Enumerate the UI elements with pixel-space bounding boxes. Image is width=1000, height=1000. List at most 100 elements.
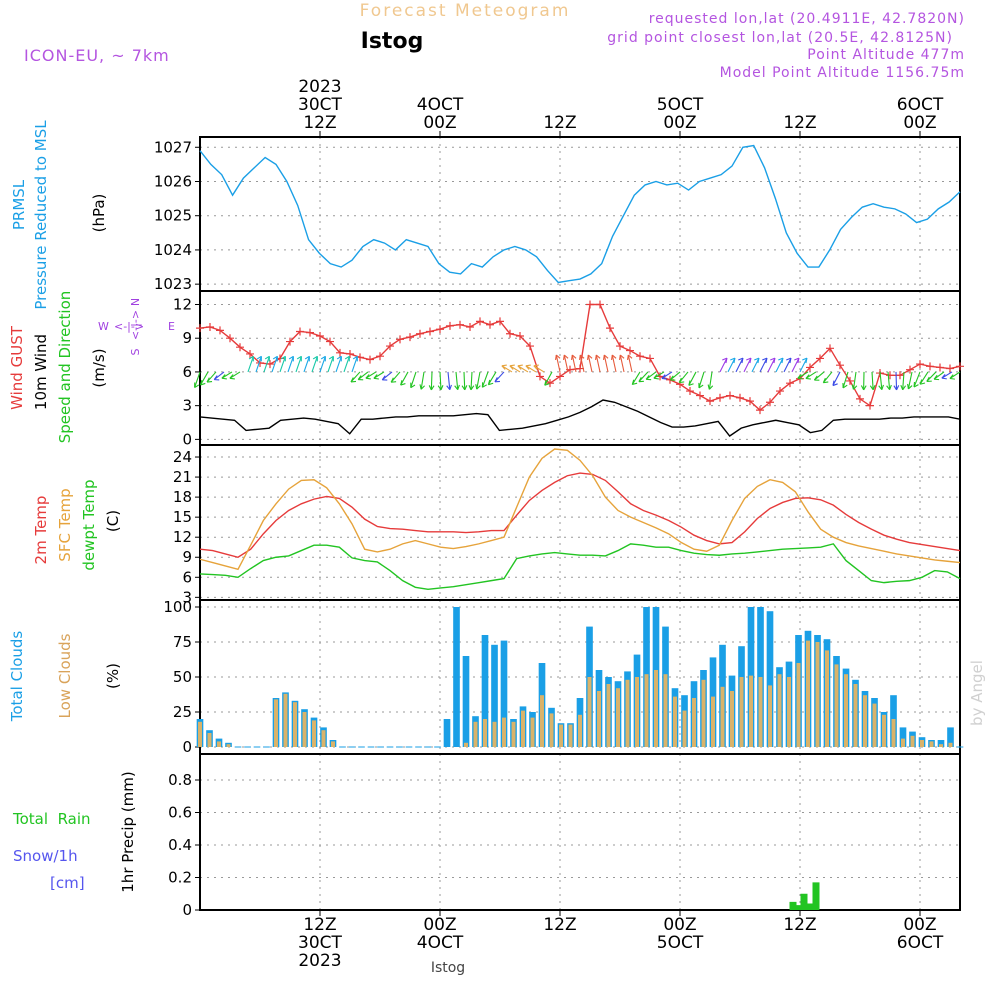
wind-arrow-head xyxy=(631,379,638,386)
wind-arrow-head xyxy=(661,374,667,380)
wind-arrow xyxy=(902,371,905,390)
bar-low-clouds xyxy=(654,670,658,747)
gust-point xyxy=(916,360,924,369)
gust-point xyxy=(486,320,494,329)
label-sfc-temp: SFC Temp xyxy=(56,488,74,561)
bar-low-clouds xyxy=(939,744,943,747)
compass-n: N xyxy=(129,298,142,306)
wind-arrow xyxy=(653,371,665,379)
bar-low-clouds xyxy=(834,664,839,747)
bottom-tick-date: 30CT xyxy=(298,933,343,953)
bar-total-clouds xyxy=(462,656,470,747)
wind-arrow xyxy=(430,371,433,390)
wind-arrow xyxy=(627,354,633,373)
bar-low-clouds xyxy=(597,691,601,747)
wind-arrow xyxy=(319,356,326,373)
gust-point xyxy=(216,326,224,335)
wind-arrow xyxy=(213,371,225,381)
bar-low-clouds xyxy=(578,714,582,747)
wind-arrow xyxy=(638,371,649,383)
bar-low-clouds xyxy=(217,741,221,747)
top-tick-date: 30CT xyxy=(298,95,343,115)
wind-arrow-head xyxy=(400,380,406,386)
bar-low-clouds xyxy=(321,730,326,747)
wind-arrow xyxy=(595,354,601,373)
bar-low-clouds xyxy=(758,677,763,747)
gust-point xyxy=(336,348,344,357)
wind-arrow xyxy=(735,357,744,373)
wind-arrow-head xyxy=(822,377,829,384)
wind-arrow-head xyxy=(941,374,947,380)
wind-arrow xyxy=(350,371,361,383)
gust-point xyxy=(556,372,564,381)
wind-arrow xyxy=(579,354,585,373)
wind-arrow-head xyxy=(869,385,876,391)
wind-arrow xyxy=(688,371,697,386)
gust-point xyxy=(296,327,304,336)
wind-arrow-head xyxy=(707,384,714,390)
label-prmsl: PRMSL xyxy=(10,179,28,230)
wind-arrow xyxy=(727,357,736,373)
wind-arrow-head xyxy=(678,377,685,384)
wind-arrow-head xyxy=(842,382,848,389)
wind-arrow xyxy=(719,357,728,373)
wind-arrow-head xyxy=(913,381,919,388)
bar-low-clouds xyxy=(701,679,706,747)
bottom-tick-hour: 00Z xyxy=(903,915,936,935)
wind-arrow xyxy=(669,371,681,381)
wind-arrow xyxy=(941,371,953,379)
gust-point xyxy=(896,371,904,380)
wind-arrow xyxy=(365,371,377,379)
bar-total-clouds xyxy=(453,607,460,747)
gust-point xyxy=(716,393,724,402)
wind-arrow-head xyxy=(698,382,704,389)
wind-arrow xyxy=(661,371,673,379)
wind-arrow-head xyxy=(312,355,318,362)
y-tick-label: 0 xyxy=(182,430,192,448)
gust-point xyxy=(206,322,214,331)
wind-arrow-head xyxy=(517,364,523,370)
wind-arrow xyxy=(247,356,254,373)
wind-arrow-head xyxy=(288,355,294,362)
wind-arrow xyxy=(263,356,270,373)
gust-point xyxy=(226,334,234,343)
label-celsius: (C) xyxy=(104,510,122,532)
y-tick-label: 100 xyxy=(163,598,192,616)
gust-point xyxy=(416,329,424,338)
wind-arrow xyxy=(463,371,466,390)
wind-arrow-head xyxy=(437,385,444,391)
bar-rain xyxy=(794,905,802,910)
wind-arrow xyxy=(842,371,849,389)
label-10m-wind: 10m Wind xyxy=(32,334,50,410)
bar-low-clouds xyxy=(853,684,858,747)
wind-arrow xyxy=(509,365,521,373)
wind-arrow xyxy=(698,371,705,389)
wind-arrow xyxy=(343,356,350,373)
gust-point xyxy=(306,328,314,337)
gust-point xyxy=(426,327,434,336)
wind-arrow-head xyxy=(832,380,838,387)
wind-arrow-head xyxy=(555,354,561,361)
gust-point xyxy=(586,300,594,309)
gust-point xyxy=(246,349,254,358)
bar-low-clouds xyxy=(606,684,611,747)
top-tick-hour: 00Z xyxy=(423,113,456,133)
wind-arrow-head xyxy=(797,374,803,380)
bottom-tick-hour: 00Z xyxy=(663,915,696,935)
wind-arrow-head xyxy=(248,355,254,362)
wind-arrow-head xyxy=(272,355,278,362)
bar-total-clouds xyxy=(766,611,774,747)
wind-arrow-head xyxy=(571,354,577,361)
wind-arrow xyxy=(791,357,800,373)
gust-point xyxy=(786,379,794,388)
wind-arrow xyxy=(822,371,833,384)
bottom-tick-hour: 12Z xyxy=(783,915,816,935)
bar-low-clouds xyxy=(663,674,668,747)
gust-point xyxy=(946,364,954,373)
wind-arrow xyxy=(949,371,961,379)
credit: by Angel xyxy=(968,660,986,726)
top-tick-hour: 12Z xyxy=(543,113,576,133)
wind-arrow xyxy=(400,371,409,386)
wind-arrow xyxy=(751,357,760,373)
wind-arrow xyxy=(913,371,921,388)
